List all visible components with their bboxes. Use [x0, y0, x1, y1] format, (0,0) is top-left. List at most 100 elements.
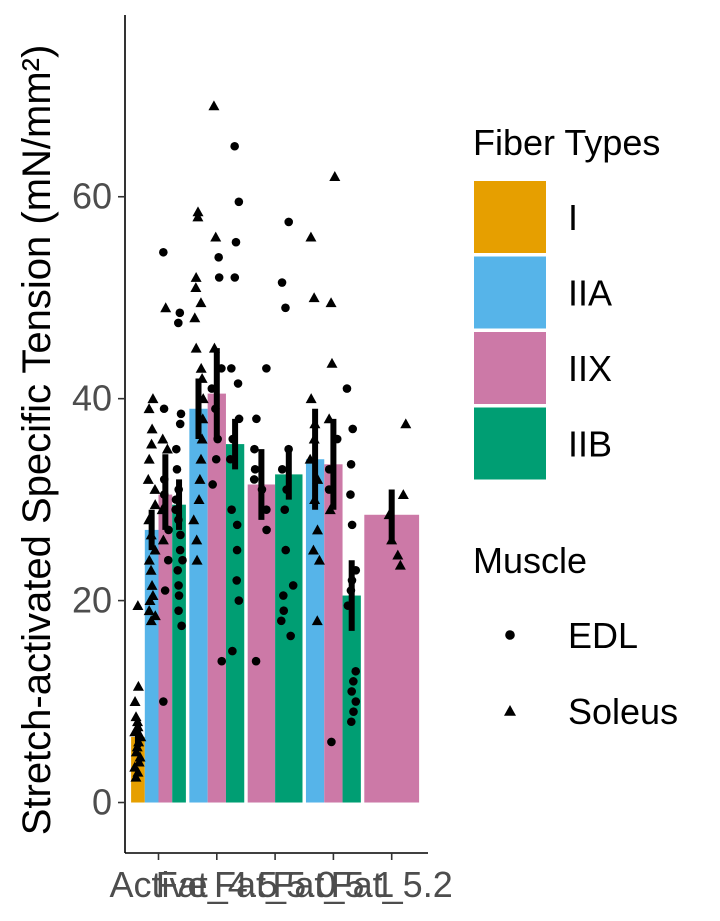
- legend-swatch-iia: [474, 256, 546, 329]
- data-point-edl: [228, 646, 237, 656]
- legend-label-edl: EDL: [568, 615, 638, 656]
- data-point-edl: [234, 197, 244, 207]
- data-point-soleus: [313, 554, 325, 565]
- data-point-edl: [230, 273, 240, 282]
- data-point-soleus: [190, 272, 202, 282]
- data-point-edl: [279, 606, 289, 615]
- data-point-edl: [175, 308, 185, 318]
- legend-muscle: Muscle EDL Soleus: [473, 540, 678, 732]
- legend-label-iia: IIA: [568, 273, 612, 314]
- data-point-soleus: [132, 680, 144, 691]
- data-point-edl: [172, 465, 182, 474]
- bars-layer: [131, 393, 420, 803]
- data-point-soleus: [149, 484, 161, 494]
- data-point-edl: [233, 379, 243, 388]
- data-point-edl: [230, 141, 239, 151]
- data-point-edl: [327, 737, 336, 747]
- data-point-soleus: [143, 605, 155, 616]
- data-point-edl: [281, 303, 290, 313]
- data-point-soleus: [149, 544, 161, 555]
- data-point-edl: [249, 475, 259, 484]
- data-point-edl: [250, 465, 260, 474]
- data-point-edl: [177, 621, 186, 631]
- legend-fiber-title: Fiber Types: [473, 122, 660, 163]
- data-point-soleus: [194, 473, 206, 484]
- data-point-soleus: [193, 494, 205, 505]
- y-tick-label: 0: [92, 782, 112, 823]
- data-point-soleus: [147, 393, 159, 404]
- data-point-edl: [160, 586, 170, 595]
- data-point-soleus: [134, 751, 146, 762]
- data-point-soleus: [157, 534, 169, 545]
- data-point-edl: [173, 566, 183, 575]
- data-point-edl: [288, 581, 298, 590]
- data-point-soleus: [191, 554, 203, 565]
- data-point-soleus: [143, 403, 155, 414]
- data-point-soleus: [144, 595, 156, 605]
- data-point-soleus: [145, 564, 157, 575]
- data-point-edl: [351, 697, 361, 706]
- data-point-edl: [176, 409, 186, 419]
- data-point-edl: [214, 253, 223, 262]
- data-point-edl: [279, 591, 288, 600]
- x-tick-label: Fat_4.5: [156, 864, 278, 905]
- y-axis-label-group: Stretch-activated Specific Tension (mN/m…: [15, 45, 59, 836]
- bar-Fat_5.1-IIA: [305, 459, 325, 803]
- bar-Fat_5.1-IIB: [342, 595, 361, 803]
- data-point-soleus: [143, 453, 155, 464]
- bar-Fat_5.1-IIX: [324, 464, 343, 803]
- data-point-soleus: [307, 544, 319, 555]
- data-point-edl: [351, 666, 361, 676]
- data-point-soleus: [188, 514, 200, 525]
- data-point-edl: [277, 278, 287, 287]
- data-point-soleus: [190, 342, 202, 353]
- data-point-soleus: [195, 297, 207, 308]
- y-tick-label: 20: [72, 580, 112, 621]
- data-point-soleus: [325, 297, 337, 308]
- data-point-edl: [178, 555, 187, 565]
- data-point-edl: [284, 217, 294, 227]
- bar-Fat_5.2-IIX: [364, 514, 420, 803]
- data-point-edl: [346, 459, 356, 469]
- bar-Fat_4.5-IIA: [189, 408, 208, 803]
- data-point-edl: [347, 687, 356, 696]
- data-point-soleus: [146, 579, 158, 590]
- data-point-edl: [172, 444, 181, 454]
- legend-label-soleus: Soleus: [568, 691, 678, 732]
- legend-label-iix: IIX: [568, 348, 612, 389]
- data-point-edl: [174, 591, 184, 600]
- data-point-soleus: [129, 696, 141, 706]
- data-point-soleus: [195, 453, 207, 464]
- data-point-edl: [163, 555, 173, 565]
- legend-label-iib: IIB: [568, 424, 612, 465]
- data-point-edl: [208, 480, 217, 489]
- data-point-edl: [281, 545, 291, 555]
- legend-swatch-iib: [474, 407, 546, 480]
- data-point-edl: [227, 364, 236, 373]
- data-point-edl: [227, 505, 236, 515]
- legend-swatch-i: [474, 181, 546, 253]
- data-point-soleus: [145, 615, 157, 626]
- data-point-edl: [347, 520, 357, 530]
- data-point-soleus: [195, 362, 207, 373]
- data-point-soleus: [157, 433, 169, 444]
- data-point-edl: [286, 631, 295, 641]
- data-point-soleus: [324, 504, 336, 515]
- data-point-edl: [211, 454, 221, 464]
- data-point-soleus: [326, 357, 338, 368]
- data-point-edl: [174, 581, 183, 590]
- data-point-edl: [280, 505, 290, 515]
- data-point-edl: [234, 596, 244, 605]
- data-point-soleus: [400, 418, 412, 429]
- data-point-edl: [276, 616, 286, 626]
- data-point-soleus: [191, 534, 203, 545]
- data-point-edl: [217, 656, 227, 666]
- x-tick-label: Fat_5.1: [272, 864, 394, 905]
- data-point-edl: [346, 490, 355, 499]
- data-point-soleus: [190, 282, 202, 293]
- data-point-edl: [176, 530, 185, 540]
- data-point-soleus: [397, 489, 409, 499]
- data-point-edl: [250, 444, 259, 454]
- y-ticks: 0 20 40 60: [72, 176, 125, 823]
- y-axis-label: Stretch-activated Specific Tension (mN/m…: [15, 45, 59, 836]
